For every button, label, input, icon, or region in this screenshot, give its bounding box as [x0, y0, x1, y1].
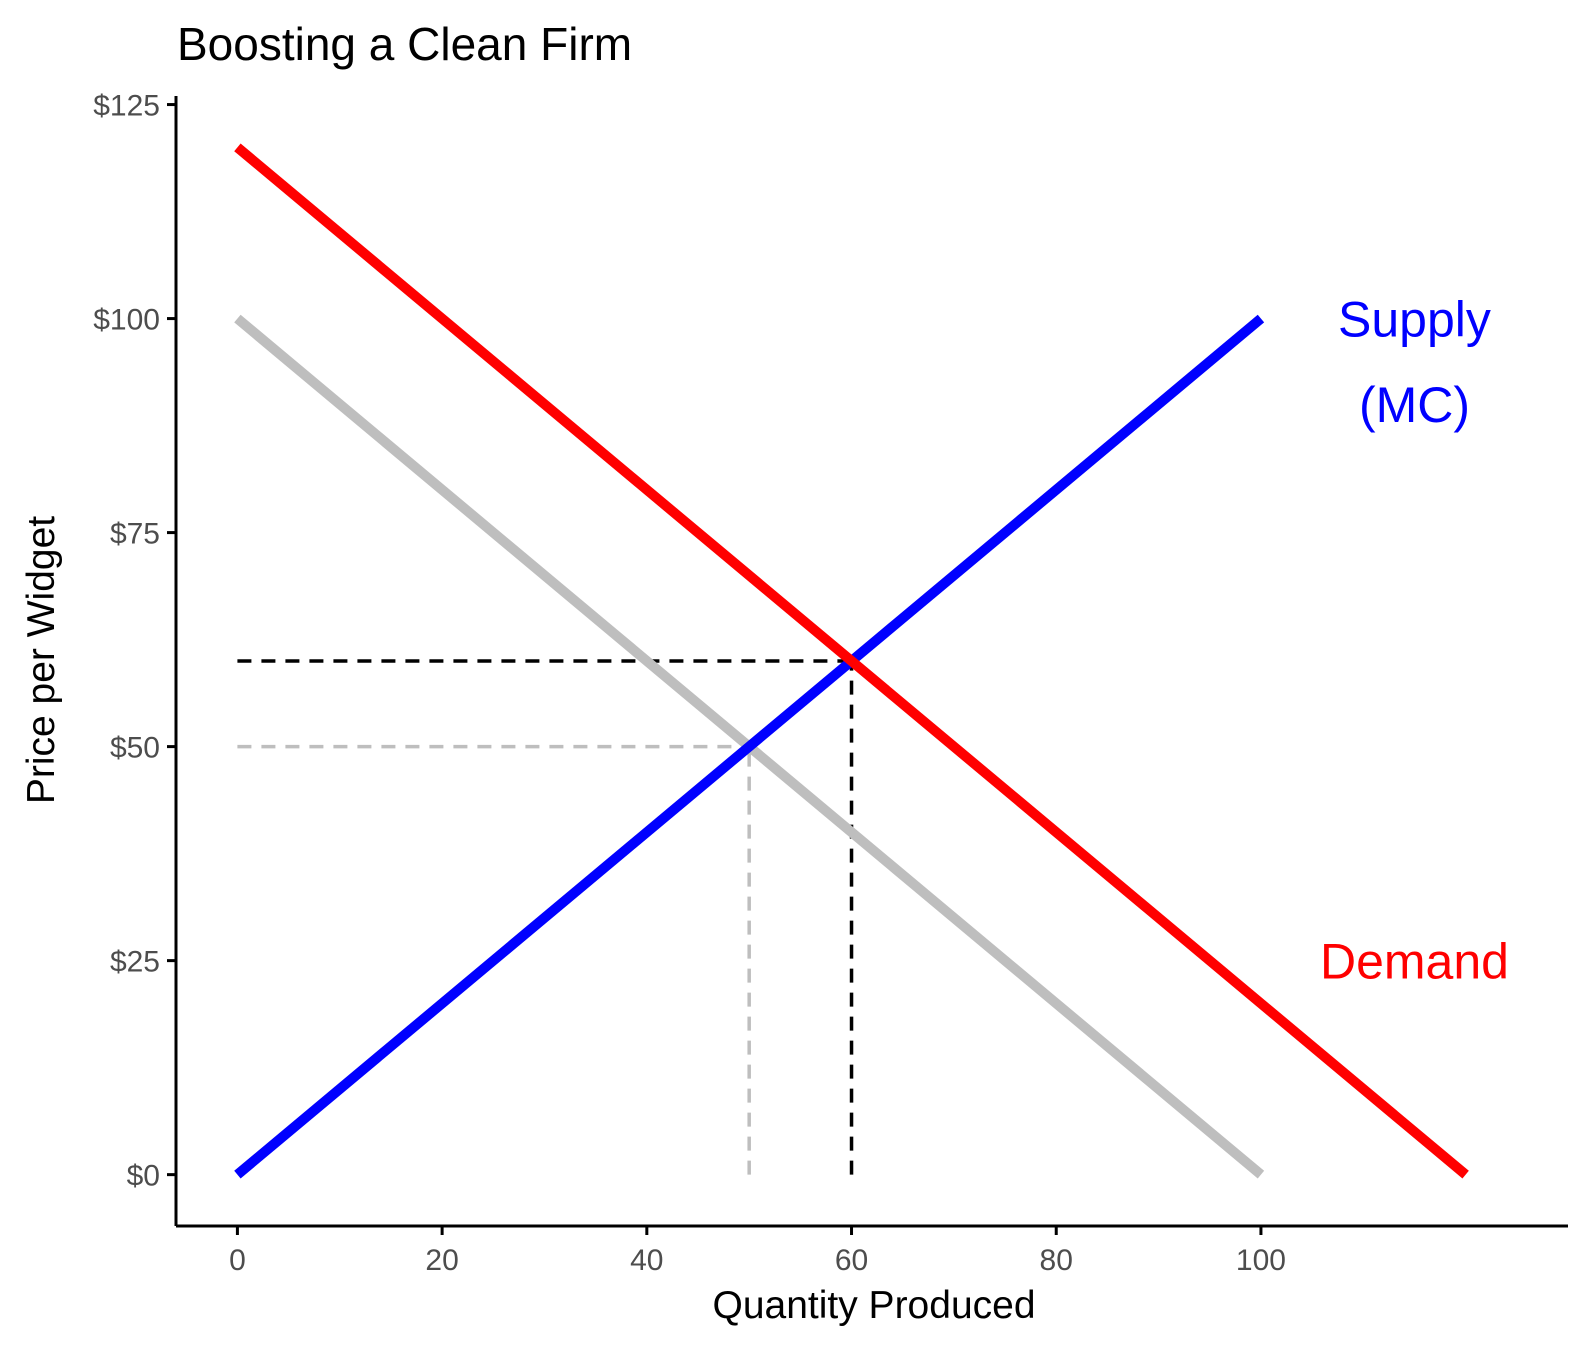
supply-curve	[234, 314, 1265, 1179]
x-tick-label: 80	[1040, 1244, 1073, 1277]
demand-label-annotation: Demand	[1320, 934, 1509, 990]
y-tick-label: $100	[93, 304, 160, 337]
x-tick-label: 100	[1236, 1244, 1286, 1277]
x-tick-label: 20	[425, 1244, 458, 1277]
x-axis-ticks: 0 20 40 60 80 100	[229, 1226, 1286, 1277]
demand-curve	[234, 143, 1469, 1179]
x-axis-title: Quantity Produced	[712, 1284, 1035, 1327]
supply-line1-annotation: Supply	[1338, 292, 1491, 348]
plot-area: Supply (MC) Demand	[234, 143, 1509, 1179]
curve-labels: Supply (MC) Demand	[1320, 292, 1509, 990]
equilibrium-guides	[237, 659, 854, 1175]
y-axis-title: Price per Widget	[20, 516, 63, 804]
y-tick-label: $0	[127, 1160, 160, 1193]
y-tick-label: $125	[93, 90, 160, 123]
y-tick-label: $25	[110, 946, 160, 979]
x-tick-label: 0	[229, 1244, 246, 1277]
y-tick-label: $75	[110, 518, 160, 551]
supply-line2-annotation: (MC)	[1359, 377, 1470, 433]
y-axis-ticks: $0 $25 $50 $75 $100 $125	[93, 90, 176, 1193]
chart-title: Boosting a Clean Firm	[177, 18, 632, 70]
x-tick-label: 40	[630, 1244, 663, 1277]
x-tick-label: 60	[835, 1244, 868, 1277]
curves	[234, 143, 1469, 1179]
y-tick-label: $50	[110, 732, 160, 765]
